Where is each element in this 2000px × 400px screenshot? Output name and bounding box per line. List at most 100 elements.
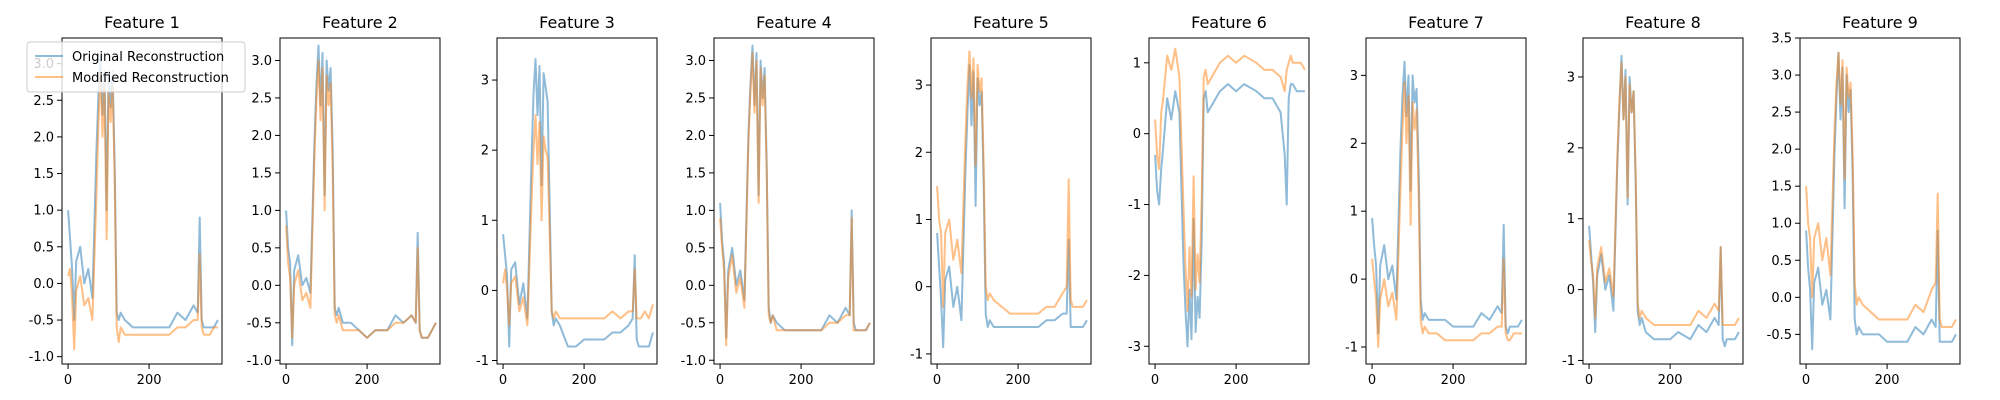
y-tick-label: 2 (1567, 141, 1575, 156)
panel-title: Feature 5 (973, 13, 1049, 32)
x-tick-label: 0 (1585, 373, 1593, 388)
x-tick-label: 200 (789, 373, 814, 388)
y-tick-label: 2.0 (33, 130, 54, 145)
y-tick-label: 0.5 (251, 241, 272, 256)
y-tick-label: 2.5 (251, 91, 272, 106)
series-line-modified (1154, 47, 1306, 312)
y-tick-label: 3.0 (1771, 69, 1792, 84)
panel-2: Feature 2 -1.0 -0.5 0.0 0.5 1.0 1.5 2.0 2.5 3.0 0 2… (247, 13, 441, 388)
y-tick-label: 0 (481, 284, 489, 299)
y-tick-label: 0.5 (33, 240, 54, 255)
y-tick-label: 2.5 (1771, 106, 1792, 121)
x-tick-label: 0 (282, 373, 290, 388)
y-tick-label: 1.5 (33, 167, 54, 182)
y-tick-label: -1 (476, 354, 489, 369)
y-tick-label: 1.5 (1771, 180, 1792, 195)
y-tick-label: -1 (910, 347, 923, 362)
x-tick-label: 0 (1368, 373, 1376, 388)
panel-8: Feature 8 -1 0 1 2 3 0 200 (1562, 13, 1744, 388)
panel-title: Feature 8 (1625, 13, 1701, 32)
x-tick-label: 200 (1875, 373, 1900, 388)
axes-frame (713, 37, 875, 365)
panel-5: Feature 5 -1 0 1 2 3 0 200 (910, 13, 1092, 388)
y-tick-label: -0.5 (29, 314, 54, 329)
y-tick-label: -1 (1562, 354, 1575, 369)
axes-frame (1799, 37, 1961, 365)
x-tick-label: 200 (1006, 373, 1031, 388)
y-tick-label: 2 (915, 146, 923, 161)
y-tick-label: -0.5 (1767, 328, 1792, 343)
y-tick-label: 3.0 (251, 54, 272, 69)
y-tick-label: 2.0 (251, 129, 272, 144)
panel-6: Feature 6 -3 -2 -1 0 1 0 200 (1128, 13, 1310, 388)
panel-7: Feature 7 -1 0 1 2 3 0 200 (1345, 13, 1527, 388)
y-tick-label: -1 (1345, 341, 1358, 356)
panel-9: Feature 9 -0.5 0.0 0.5 1.0 1.5 2.0 2.5 3.0 3.5 0 20… (1767, 13, 1961, 388)
series-line-modified (285, 59, 437, 339)
y-tick-label: 0.0 (33, 277, 54, 292)
y-tick-label: 1 (1567, 212, 1575, 227)
y-tick-label: -2 (1128, 269, 1141, 284)
series-line-modified (936, 50, 1088, 315)
x-tick-label: 200 (1658, 373, 1683, 388)
y-tick-label: 1.0 (33, 204, 54, 219)
legend-label-modified: Modified Reconstruction (72, 71, 229, 86)
y-tick-label: 0.5 (1771, 254, 1792, 269)
y-tick-label: -1.0 (29, 350, 54, 365)
x-tick-label: 200 (1224, 373, 1249, 388)
series-line-modified (719, 52, 871, 347)
y-tick-label: 1 (1350, 205, 1358, 220)
series-line-modified (1588, 61, 1740, 326)
y-tick-label: 0.5 (685, 241, 706, 256)
axes-frame (496, 37, 658, 365)
y-tick-label: -1.0 (247, 354, 272, 369)
y-tick-label: 3.0 (685, 54, 706, 69)
y-tick-label: 1.0 (1771, 217, 1792, 232)
y-tick-label: 2 (481, 144, 489, 159)
legend-label-original: Original Reconstruction (72, 50, 224, 65)
y-tick-label: 2 (1350, 137, 1358, 152)
y-tick-label: 3 (915, 79, 923, 94)
axes-frame (279, 37, 441, 365)
panel-title: Feature 3 (539, 13, 615, 32)
axes-frame (1148, 37, 1310, 365)
y-tick-label: 2.5 (685, 91, 706, 106)
x-tick-label: 0 (933, 373, 941, 388)
x-tick-label: 200 (1441, 373, 1466, 388)
y-tick-label: 0.0 (685, 279, 706, 294)
panel-title: Feature 1 (104, 13, 180, 32)
y-tick-label: 2.5 (33, 94, 54, 109)
y-tick-label: 0 (915, 280, 923, 295)
panel-title: Feature 9 (1842, 13, 1918, 32)
chart-legend: Original Reconstruction Modified Reconst… (26, 41, 246, 93)
y-tick-label: 1 (481, 214, 489, 229)
y-tick-label: 3 (1350, 69, 1358, 84)
x-tick-label: 0 (1802, 373, 1810, 388)
y-tick-label: 0 (1567, 283, 1575, 298)
axes-frame (930, 37, 1092, 365)
y-tick-label: 1 (1133, 56, 1141, 71)
y-tick-label: -0.5 (247, 316, 272, 331)
panel-3: Feature 3 -1 0 1 2 3 0 200 (476, 13, 658, 388)
y-tick-label: 0 (1133, 127, 1141, 142)
legend-box (26, 41, 246, 93)
axes-frame (1365, 37, 1527, 365)
y-tick-label: -0.5 (681, 316, 706, 331)
y-tick-label: 1.5 (685, 166, 706, 181)
y-tick-label: 0.0 (1771, 291, 1792, 306)
y-tick-label: 2.0 (1771, 143, 1792, 158)
x-tick-label: 0 (716, 373, 724, 388)
chart-panels: Feature 1 -1.0 -0.5 0.0 0.5 1.0 1.5 2.0 2.5 3.0 0 2… (29, 13, 1961, 388)
axes-frame (61, 37, 223, 365)
series-line-modified (67, 70, 218, 351)
panel-4: Feature 4 -1.0 -0.5 0.0 0.5 1.0 1.5 2.0 2.5 3.0 0 2… (681, 13, 875, 388)
panel-title: Feature 7 (1408, 13, 1484, 32)
x-tick-label: 200 (572, 373, 597, 388)
x-tick-label: 0 (64, 373, 72, 388)
panel-title: Feature 6 (1191, 13, 1267, 32)
x-tick-label: 200 (355, 373, 380, 388)
y-tick-label: 1 (915, 213, 923, 228)
panel-title: Feature 2 (322, 13, 398, 32)
